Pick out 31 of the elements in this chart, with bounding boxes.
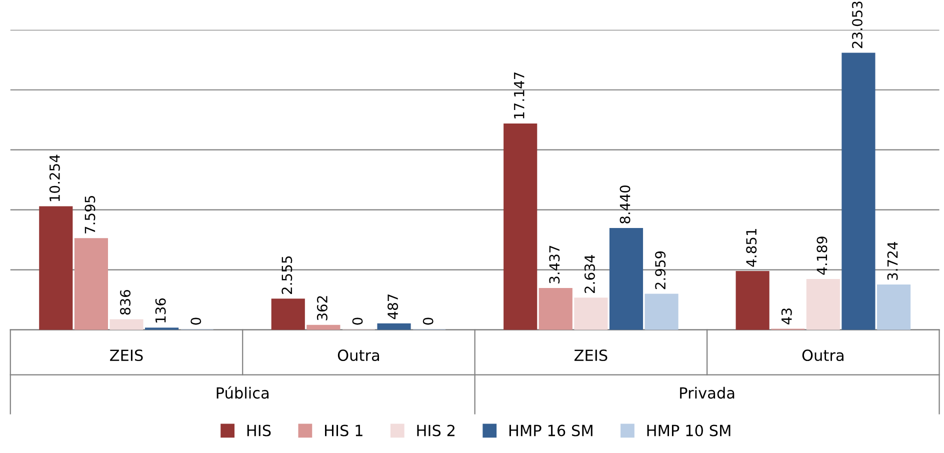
data-label: 0 (190, 318, 202, 325)
data-label: 8.440 (620, 186, 630, 224)
text: Privada (680, 386, 734, 399)
legend-label: HMP 16 SM (509, 424, 592, 436)
data-label: 4.851 (746, 228, 757, 267)
data-label: 3.724 (887, 242, 898, 280)
data-label: 362 (316, 296, 328, 320)
data-label: 17.147 (514, 72, 524, 118)
x-tick-label: Outra (802, 350, 844, 362)
legend-label: HMP 10 SM (647, 424, 730, 436)
data-label: 23.053 (852, 2, 862, 48)
legend-label: HIS (247, 424, 271, 436)
data-label: 3.437 (549, 246, 560, 284)
data-label: 7.595 (84, 196, 96, 234)
data-label: 0 (422, 318, 434, 325)
data-label: 10.254 (49, 154, 60, 202)
x-tick-label: ZEIS (574, 350, 608, 362)
data-label: 0 (352, 318, 363, 325)
data-label: 2.634 (584, 255, 595, 294)
x-tick-label: Outra (338, 350, 380, 362)
x-tick-label: ZEIS (110, 350, 143, 362)
legend-label: HIS 1 (325, 424, 362, 436)
data-label: 2.555 (282, 256, 292, 294)
data-label: 43 (781, 308, 792, 324)
legend-label: HIS 2 (417, 424, 454, 436)
text: Pública (216, 386, 269, 399)
data-label: 487 (388, 294, 398, 320)
data-label: 836 (120, 290, 131, 315)
data-label: 4.189 (816, 236, 828, 275)
data-label: 136 (155, 298, 166, 322)
data-label: 2.959 (655, 251, 666, 290)
